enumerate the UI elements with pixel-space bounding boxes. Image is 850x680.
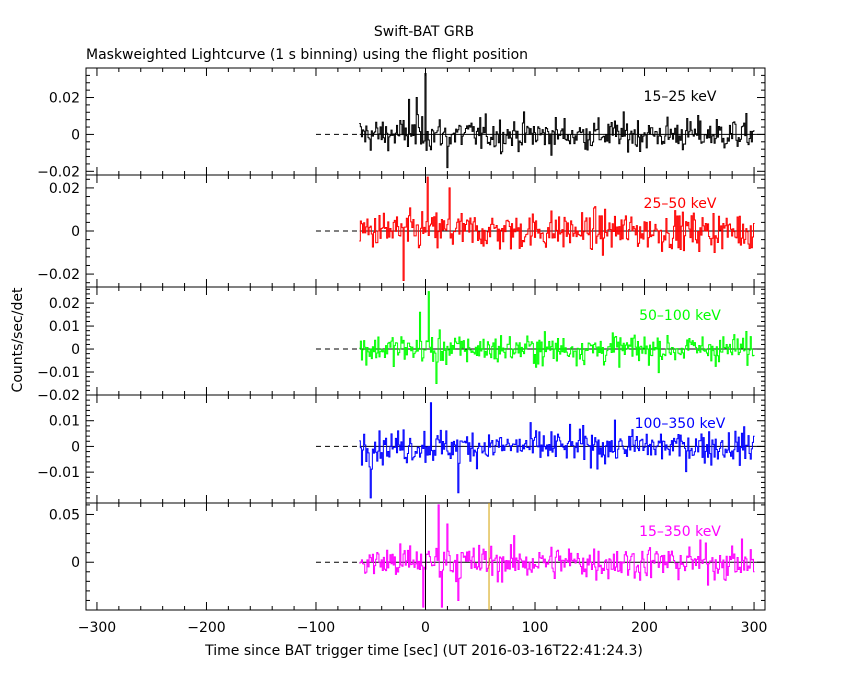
series-line [359, 292, 754, 384]
y-tick-label: 0.05 [49, 507, 80, 523]
series-line [359, 74, 754, 168]
band-label: 15–25 keV [644, 89, 717, 105]
y-tick-label: 0 [71, 224, 80, 240]
series-line [359, 177, 754, 280]
y-tick-label: 0 [71, 439, 80, 455]
x-axis-label: Time since BAT trigger time [sec] (UT 20… [204, 643, 643, 659]
y-tick-label: −0.01 [37, 365, 80, 381]
y-tick-label: 0.02 [49, 181, 80, 197]
y-tick-label: 0 [71, 127, 80, 143]
chart-subtitle: Maskweighted Lightcurve (1 s binning) us… [86, 47, 528, 63]
y-tick-label: 0.01 [49, 319, 80, 335]
band-label: 100–350 keV [635, 416, 726, 432]
y-tick-label: 0.02 [49, 91, 80, 107]
x-tick-label: 300 [741, 620, 768, 636]
y-axis-label: Counts/sec/det [10, 287, 26, 392]
y-tick-label: 0.02 [49, 296, 80, 312]
series-line [359, 505, 754, 607]
x-tick-label: −100 [297, 620, 335, 636]
x-tick-label: 100 [522, 620, 549, 636]
chart-title: Swift-BAT GRB [374, 24, 474, 40]
band-label: 25–50 keV [644, 196, 717, 212]
y-tick-label: −0.02 [37, 388, 80, 404]
y-tick-label: −0.02 [37, 267, 80, 283]
y-tick-label: −0.02 [37, 164, 80, 180]
x-tick-label: 200 [631, 620, 658, 636]
y-tick-label: −0.01 [37, 465, 80, 481]
panel-frame [86, 395, 765, 503]
band-label: 15–350 keV [639, 524, 721, 540]
y-tick-label: 0 [71, 342, 80, 358]
panel-frame [86, 68, 765, 175]
y-tick-label: 0.01 [49, 414, 80, 430]
y-tick-label: 0 [71, 555, 80, 571]
x-tick-label: −300 [78, 620, 116, 636]
panels-group: −0.02 0 0.02 15–25 keV −0.02 0 0.02 25–50 keV −0… [37, 68, 767, 636]
x-tick-label: 0 [421, 620, 430, 636]
band-label: 50–100 keV [639, 308, 721, 324]
panel-frame [86, 287, 765, 395]
x-tick-label: −200 [187, 620, 225, 636]
